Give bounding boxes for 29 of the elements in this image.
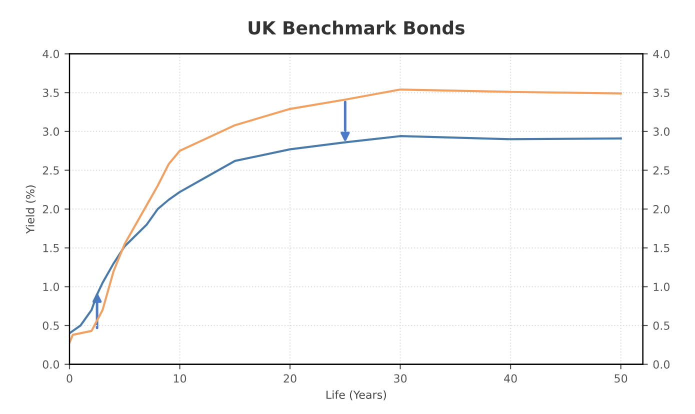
y-tick-label: 3.5 [42, 88, 59, 98]
y-tick-label: 2.5 [42, 166, 59, 175]
chart-title: UK Benchmark Bonds [248, 20, 464, 35]
line-series [70, 135, 622, 334]
y-tick-label: 4.0 [42, 50, 60, 58]
x-axis-title: Life (Years) [326, 390, 386, 400]
y2-tick-label: 3.5 [653, 88, 670, 98]
y2-tick-label: 2.0 [653, 205, 670, 214]
y-tick-label: 1.0 [43, 282, 60, 292]
x-tick-label: 10 [174, 374, 186, 383]
y-tick-label: 2.0 [42, 205, 60, 214]
x-tick-label: 20 [284, 374, 296, 383]
y2-tick-label: 1.0 [654, 282, 670, 292]
x-tick-label: 40 [504, 374, 517, 383]
y2-tick-label: 0.0 [653, 360, 670, 369]
y2-tick-label: 3.0 [653, 127, 670, 136]
x-tick-label: 30 [394, 374, 407, 383]
y-axis-title: Yield (%) [26, 185, 36, 234]
line-series [70, 88, 622, 344]
x-tick-label: 0 [66, 374, 72, 383]
y-tick-label: 0.0 [42, 360, 60, 369]
y2-tick-label: 4.0 [653, 50, 670, 58]
y-tick-label: 1.5 [43, 244, 59, 252]
y-tick-label: 0.5 [42, 321, 59, 330]
x-tick-label: 50 [614, 374, 628, 383]
y2-tick-label: 1.5 [654, 244, 670, 252]
y-tick-label: 3.0 [42, 127, 60, 136]
y2-tick-label: 0.5 [653, 321, 670, 330]
y2-tick-label: 2.5 [653, 166, 670, 175]
